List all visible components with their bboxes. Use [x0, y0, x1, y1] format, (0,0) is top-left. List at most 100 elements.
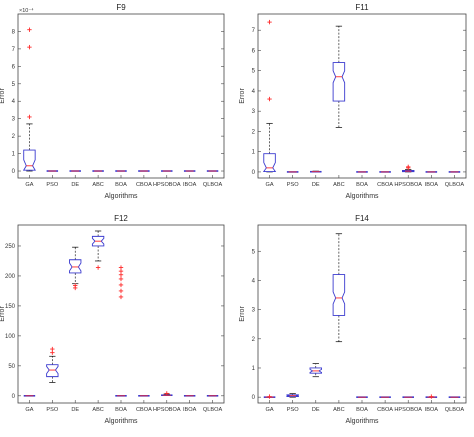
outlier-marker	[118, 294, 124, 300]
y-tick-label: 50	[8, 364, 15, 370]
x-tick-label: ABC	[333, 407, 345, 413]
x-tick-label: IBOA	[425, 182, 439, 188]
outlier-marker	[50, 346, 55, 352]
x-tick-label: QLBOA	[203, 407, 223, 413]
box-body	[286, 394, 299, 398]
x-tick-label: PSO	[46, 407, 58, 413]
outlier-marker	[267, 96, 272, 102]
box-boa	[115, 265, 127, 397]
outlier-marker	[95, 265, 101, 270]
outlier-marker	[27, 27, 32, 32]
x-tick-label: HPSOBOA	[394, 407, 422, 413]
panel-f9: F9 0 1 2 3 4 5 6 7 8 ×10⁻⁴ Error GA PSO DE ABC BOA CBOA HP…	[0, 3, 225, 200]
x-tick-label: DE	[71, 407, 79, 413]
box-abc	[91, 230, 105, 270]
x-axis-label: Algorithms	[104, 418, 138, 425]
y-axis-label: Error	[239, 306, 246, 322]
box-ga	[262, 19, 277, 173]
box-de	[69, 246, 82, 291]
x-tick-label: IBOA	[183, 407, 197, 413]
y-tick-label: 5	[252, 249, 256, 255]
x-tick-label: PSO	[287, 407, 299, 413]
y-tick-label: 1	[12, 152, 16, 158]
y-tick-label: 0	[252, 170, 256, 176]
x-tick-label: IBOA	[425, 407, 439, 413]
box-ga	[22, 27, 36, 172]
x-tick-label: HPSOBOA	[153, 182, 181, 188]
y-tick-label: 0	[12, 394, 16, 400]
plot-frame	[257, 224, 467, 404]
box-body	[22, 149, 36, 171]
outlier-marker	[27, 44, 32, 50]
box-body	[46, 364, 59, 378]
box-body	[262, 153, 277, 172]
outlier-marker	[118, 282, 124, 288]
x-tick-label: IBOA	[183, 182, 197, 188]
x-tick-label: CBOA	[136, 182, 152, 188]
y-axis-label: Error	[0, 88, 6, 104]
plot-frame	[17, 13, 225, 179]
x-axis-label: Algorithms	[345, 418, 379, 425]
y-tick-label: 3	[252, 308, 256, 314]
x-tick-label: BOA	[115, 407, 127, 413]
plot-frame	[257, 13, 467, 179]
y-tick-label: 3	[12, 117, 16, 123]
box-body	[401, 170, 415, 173]
x-tick-label: DE	[312, 407, 320, 413]
y-tick-label: 2	[12, 134, 16, 140]
x-tick-label: DE	[312, 182, 320, 188]
outlier-marker	[118, 265, 124, 270]
y-axis-label: Error	[239, 88, 246, 104]
x-tick-label: CBOA	[377, 182, 393, 188]
box-body	[332, 62, 346, 102]
x-tick-label: QLBOA	[203, 182, 223, 188]
y-tick-label: 7	[252, 28, 256, 34]
y-tick-label: 7	[12, 47, 16, 53]
outlier-marker	[164, 391, 169, 396]
y-tick-label: 4	[12, 99, 16, 105]
y-tick-label: 1	[252, 150, 256, 156]
x-tick-label: GA	[25, 407, 33, 413]
x-axis-label: Algorithms	[104, 193, 138, 200]
panel-title: F14	[355, 214, 369, 223]
box-ga	[263, 394, 276, 399]
x-tick-label: HPSOBOA	[394, 182, 422, 188]
panel-f14: F14 0 1 2 3 4 5 Error GA PSO DE ABC BOA CBOA HPSOBOA IB…	[239, 214, 467, 425]
box-pso	[286, 393, 299, 398]
y-tick-label: 2	[252, 129, 256, 135]
x-tick-label: ABC	[92, 182, 104, 188]
outlier-marker	[429, 394, 434, 399]
panel-f11: F11 0 1 2 3 4 5 6 7 Error GA PSO DE ABC BOA CBOA HPSOBOA…	[239, 3, 467, 200]
outlier-marker	[27, 114, 32, 120]
y-tick-label: 3	[252, 109, 256, 115]
box-hpsoboa	[161, 391, 173, 397]
box-body	[332, 274, 346, 316]
y-tick-label: 5	[252, 69, 256, 75]
box-body	[69, 259, 82, 274]
x-tick-label: QLBOA	[445, 407, 465, 413]
x-tick-label: PSO	[46, 182, 58, 188]
x-tick-label: BOA	[356, 407, 368, 413]
y-tick-label: 0	[252, 395, 256, 401]
outlier-marker	[118, 276, 124, 282]
panel-title: F11	[355, 3, 369, 12]
y-tick-label: 100	[5, 334, 16, 340]
outlier-marker	[118, 288, 124, 294]
y-tick-label: 6	[12, 64, 16, 70]
x-tick-label: PSO	[287, 182, 299, 188]
box-abc	[332, 233, 346, 343]
outlier-marker	[406, 164, 411, 170]
y-tick-label: 8	[12, 29, 16, 35]
box-pso	[46, 346, 59, 383]
x-tick-label: BOA	[115, 182, 127, 188]
box-body	[91, 235, 105, 247]
panel-f12: F12 0 50 100 150 200 250 Error GA PSO DE ABC BOA CBOA…	[0, 214, 225, 425]
x-tick-label: GA	[266, 182, 274, 188]
y-axis-label: Error	[0, 306, 6, 322]
y-tick-label: 250	[5, 244, 16, 250]
y-tick-label: 5	[12, 82, 16, 88]
outlier-marker	[267, 19, 272, 25]
x-tick-label: CBOA	[377, 407, 393, 413]
y-tick-label: 6	[252, 48, 256, 54]
